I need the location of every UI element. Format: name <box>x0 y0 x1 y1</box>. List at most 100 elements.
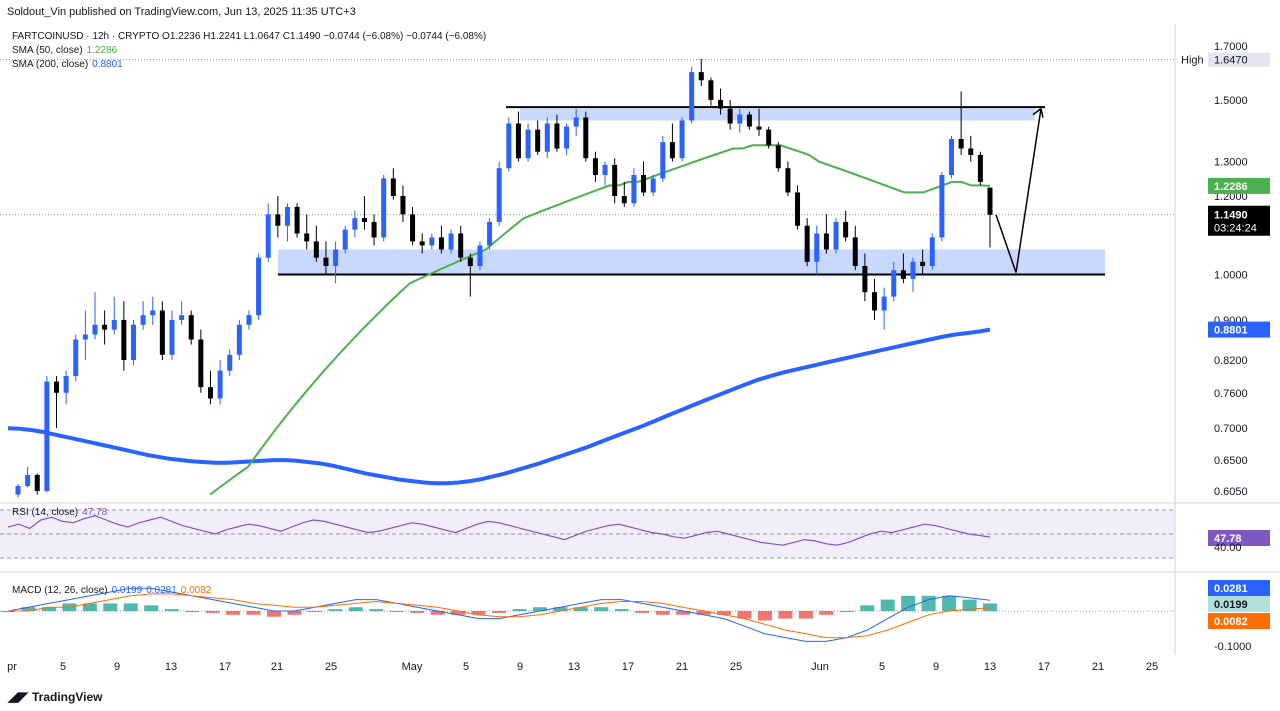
candle-body <box>554 123 560 149</box>
candle-body <box>198 339 204 388</box>
candle-body <box>698 72 704 81</box>
candle-body <box>573 117 579 127</box>
candle-body <box>535 129 541 152</box>
candle-body <box>564 126 570 149</box>
macd-value-1: 0.0199 <box>111 585 143 596</box>
macd-hist-bar <box>778 611 793 619</box>
macd-hist-bar <box>635 611 650 613</box>
candle-body <box>487 221 493 246</box>
time-tick-label: pr <box>7 661 17 673</box>
candle-body <box>833 221 839 250</box>
candle-body <box>458 233 464 258</box>
sma50-price-box <box>1208 177 1270 194</box>
macd-hist-bar <box>942 595 957 611</box>
price-tick-label: 0.7600 <box>1214 388 1248 400</box>
candle-body <box>862 266 868 293</box>
macd-hist-bar <box>471 611 486 615</box>
candle-body <box>448 233 454 250</box>
candle-body <box>795 192 801 226</box>
sma50-legend: SMA (50, close) 1.2286 <box>12 45 121 56</box>
candle-body <box>256 257 262 316</box>
macd-hist-bar <box>21 607 36 611</box>
candle-body <box>410 214 416 242</box>
candle-body <box>246 315 252 325</box>
candle-body <box>602 164 608 176</box>
time-tick-label: 17 <box>219 661 231 673</box>
time-tick-label: 13 <box>568 661 580 673</box>
candle-body <box>708 80 714 100</box>
candle-body <box>958 138 964 149</box>
candle-body <box>660 142 666 179</box>
price-tick-label: 0.8200 <box>1214 355 1248 367</box>
tv-footer-label: TradingView <box>32 690 103 704</box>
support-zone <box>278 249 1105 275</box>
macd-hist-bar <box>41 607 56 611</box>
macd-hist-bar <box>287 611 302 615</box>
candle-body <box>15 486 21 495</box>
candle-body <box>25 474 31 487</box>
macd-hist-bar <box>860 605 875 611</box>
sma50-label: SMA (50, close) <box>12 45 83 56</box>
macd-hist-bar <box>348 607 363 611</box>
sma50-value: 1.2286 <box>86 45 118 56</box>
candle-body <box>429 237 435 246</box>
candle-body <box>92 324 98 335</box>
candle-body <box>169 319 175 355</box>
candle-body <box>140 315 146 325</box>
price-tick-label: 1.3000 <box>1214 157 1248 169</box>
candle-body <box>284 206 290 226</box>
macd-hist-bar <box>389 611 404 612</box>
candle-body <box>544 123 550 152</box>
macd-hist-bar <box>921 595 936 611</box>
macd-hist-bar <box>492 611 506 613</box>
candle-body <box>102 324 108 330</box>
time-tick-label: 13 <box>165 661 177 673</box>
candle-body <box>977 154 983 182</box>
tradingview-logo[interactable]: ◢◤ TradingView <box>8 689 102 705</box>
macd-hist-bar <box>185 611 200 612</box>
high-label: High <box>1181 55 1204 67</box>
sma200-label: SMA (200, close) <box>12 59 89 70</box>
macd-hist-bar <box>676 611 691 615</box>
macd-hist-bar <box>164 609 179 611</box>
time-tick-label: 5 <box>60 661 66 673</box>
candle-body <box>920 261 926 267</box>
candle-body <box>159 310 165 355</box>
candle-body <box>313 241 319 258</box>
candle-body <box>612 164 618 197</box>
candle-body <box>766 129 772 146</box>
candle-body <box>333 249 339 267</box>
macd-value-box-label: 0.0082 <box>1214 616 1248 628</box>
candle-body <box>689 72 695 121</box>
candle-body <box>746 114 752 127</box>
sma200-price-value: 0.8801 <box>1214 325 1248 337</box>
candle-body <box>852 237 858 267</box>
candle-body <box>727 108 733 124</box>
symbol-legend: FARTCOINUSD · 12h · CRYPTO O1.2236 H1.22… <box>12 31 487 42</box>
macd-hist-bar <box>717 611 732 615</box>
macd-hist-bar <box>430 611 445 615</box>
price-tick-label: 1.2000 <box>1214 191 1248 203</box>
candle-body <box>275 214 281 226</box>
candle-body <box>304 233 310 242</box>
rsi-legend: RSI (14, close) 47.78 <box>12 507 111 518</box>
macd-value-2: 0.0281 <box>146 585 177 596</box>
sma200-line <box>7 327 991 486</box>
macd-hist-bar <box>901 595 916 611</box>
macd-label: MACD (12, 26, close) <box>12 585 108 596</box>
macd-hist-bar <box>369 609 384 611</box>
candle-body <box>361 218 367 222</box>
candle-body <box>910 261 916 279</box>
price-tick-label: 1.0000 <box>1214 270 1248 282</box>
macd-hist-bar <box>573 607 588 611</box>
candle-body <box>756 126 762 130</box>
candle-body <box>207 387 213 399</box>
macd-hist-bar <box>655 611 670 615</box>
candle-body <box>583 117 589 159</box>
macd-hist-bar <box>144 605 159 611</box>
macd-hist-bar <box>614 609 629 611</box>
candle-body <box>968 148 974 155</box>
macd-hist-bar <box>123 603 138 611</box>
time-tick-label: 25 <box>1146 661 1158 673</box>
